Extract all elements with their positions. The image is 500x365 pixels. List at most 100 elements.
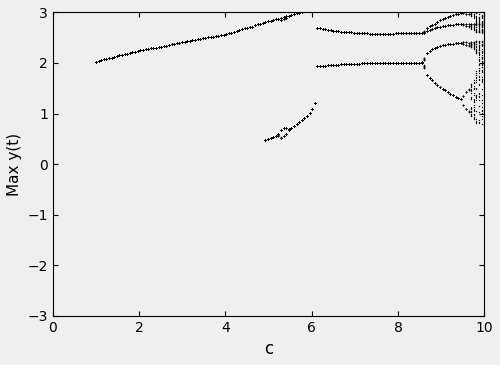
Point [160,43,168,49]
Point [404,30,412,36]
Point [402,60,410,66]
Point [97,57,105,63]
Point [311,100,319,106]
Point [436,18,444,23]
Point [434,44,442,50]
Point [326,62,334,68]
Point [236,27,244,33]
Point [251,23,259,28]
Point [194,36,202,42]
Point [454,11,462,17]
Point [329,62,337,68]
Point [423,26,431,31]
Point [162,43,170,49]
Point [292,121,300,127]
Point [358,61,366,66]
Point [355,61,363,66]
Point [436,84,444,89]
Point [206,34,214,40]
Point [363,31,371,36]
Point [381,31,389,37]
Point [118,52,126,58]
Point [438,16,446,22]
Point [404,60,412,66]
Point [366,31,374,36]
Point [423,50,431,56]
Point [256,20,264,26]
Point [358,30,366,36]
Point [113,53,121,59]
Point [176,40,184,46]
Point [120,51,128,57]
Point [381,60,389,66]
Point [206,34,214,40]
Point [308,106,316,112]
Point [236,27,244,33]
Point [342,29,350,35]
Point [124,51,132,57]
Point [314,25,322,31]
Point [472,95,480,100]
Point [120,51,128,57]
Point [452,11,460,17]
Point [264,137,272,142]
Point [378,60,386,66]
Point [288,125,296,131]
Point [363,61,371,66]
Point [457,40,465,46]
Point [402,30,410,36]
Point [352,61,360,67]
Point [131,49,139,55]
Point [311,100,319,106]
Point [348,30,356,35]
Point [134,48,141,54]
Point [478,28,486,34]
Point [436,24,444,30]
Point [162,43,170,49]
Point [355,61,363,66]
Point [311,100,319,106]
Point [262,19,270,25]
Point [460,11,468,16]
Point [308,106,316,112]
Point [355,61,363,66]
Point [254,22,262,27]
Point [386,31,394,36]
Point [475,8,483,14]
Point [334,28,342,34]
Point [113,53,121,59]
Point [173,41,181,46]
Point [225,30,233,36]
Point [152,45,160,50]
Point [366,31,374,36]
Point [314,64,322,69]
Point [176,40,184,46]
Point [460,11,468,16]
Point [94,58,102,64]
Point [480,0,488,5]
Point [108,55,116,61]
Point [394,60,402,66]
Point [326,27,334,33]
Point [332,28,340,34]
Point [460,41,468,47]
Point [368,31,376,36]
Point [430,45,438,51]
Point [423,26,431,31]
Point [412,30,420,36]
Point [374,31,382,37]
Point [462,5,470,11]
Point [204,35,212,41]
Point [454,22,462,27]
Point [230,29,238,35]
Point [342,61,350,67]
Point [412,60,420,66]
Point [314,64,322,69]
Point [368,31,376,36]
Point [426,75,434,81]
Point [464,23,472,29]
Point [371,60,379,66]
Point [444,14,452,20]
Point [454,11,462,17]
Point [462,11,470,17]
